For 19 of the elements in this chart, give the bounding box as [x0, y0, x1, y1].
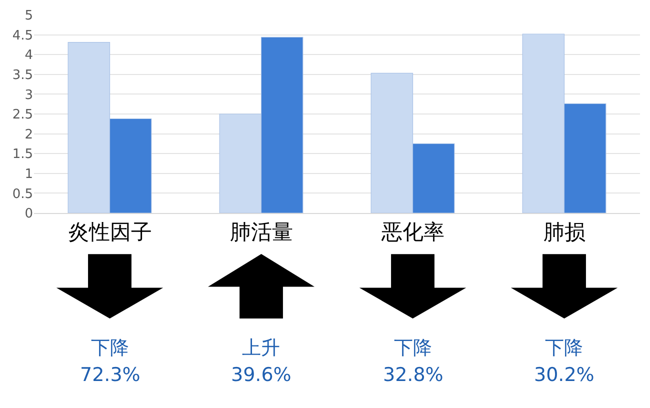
y-tick-label: 2 — [24, 127, 33, 142]
y-tick-label: 0 — [24, 206, 33, 222]
y-tick-label: 2.5 — [12, 108, 33, 123]
x-tick-label: 恶化率 — [380, 220, 444, 244]
y-tick-label: 0.5 — [12, 186, 33, 202]
y-tick-label: 1 — [24, 166, 33, 182]
y-tick-label: 4.5 — [12, 28, 33, 44]
x-tick-label: 肺损 — [543, 220, 586, 244]
text: 上升 39.6% — [231, 337, 292, 386]
y-tick-label: 5 — [24, 8, 33, 24]
y-tick-label: 4 — [24, 48, 33, 64]
x-tick-label: 肺活量 — [230, 220, 293, 244]
text: 下降 32.8% — [383, 337, 444, 386]
y-tick-label: 1.5 — [12, 147, 33, 162]
text: 下降 30.2% — [534, 337, 594, 386]
y-tick-label: 3 — [24, 88, 33, 103]
x-tick-label: 炎性因子 — [68, 220, 152, 244]
text: 下降 72.3% — [80, 337, 140, 386]
y-tick-label: 3.5 — [12, 68, 33, 83]
